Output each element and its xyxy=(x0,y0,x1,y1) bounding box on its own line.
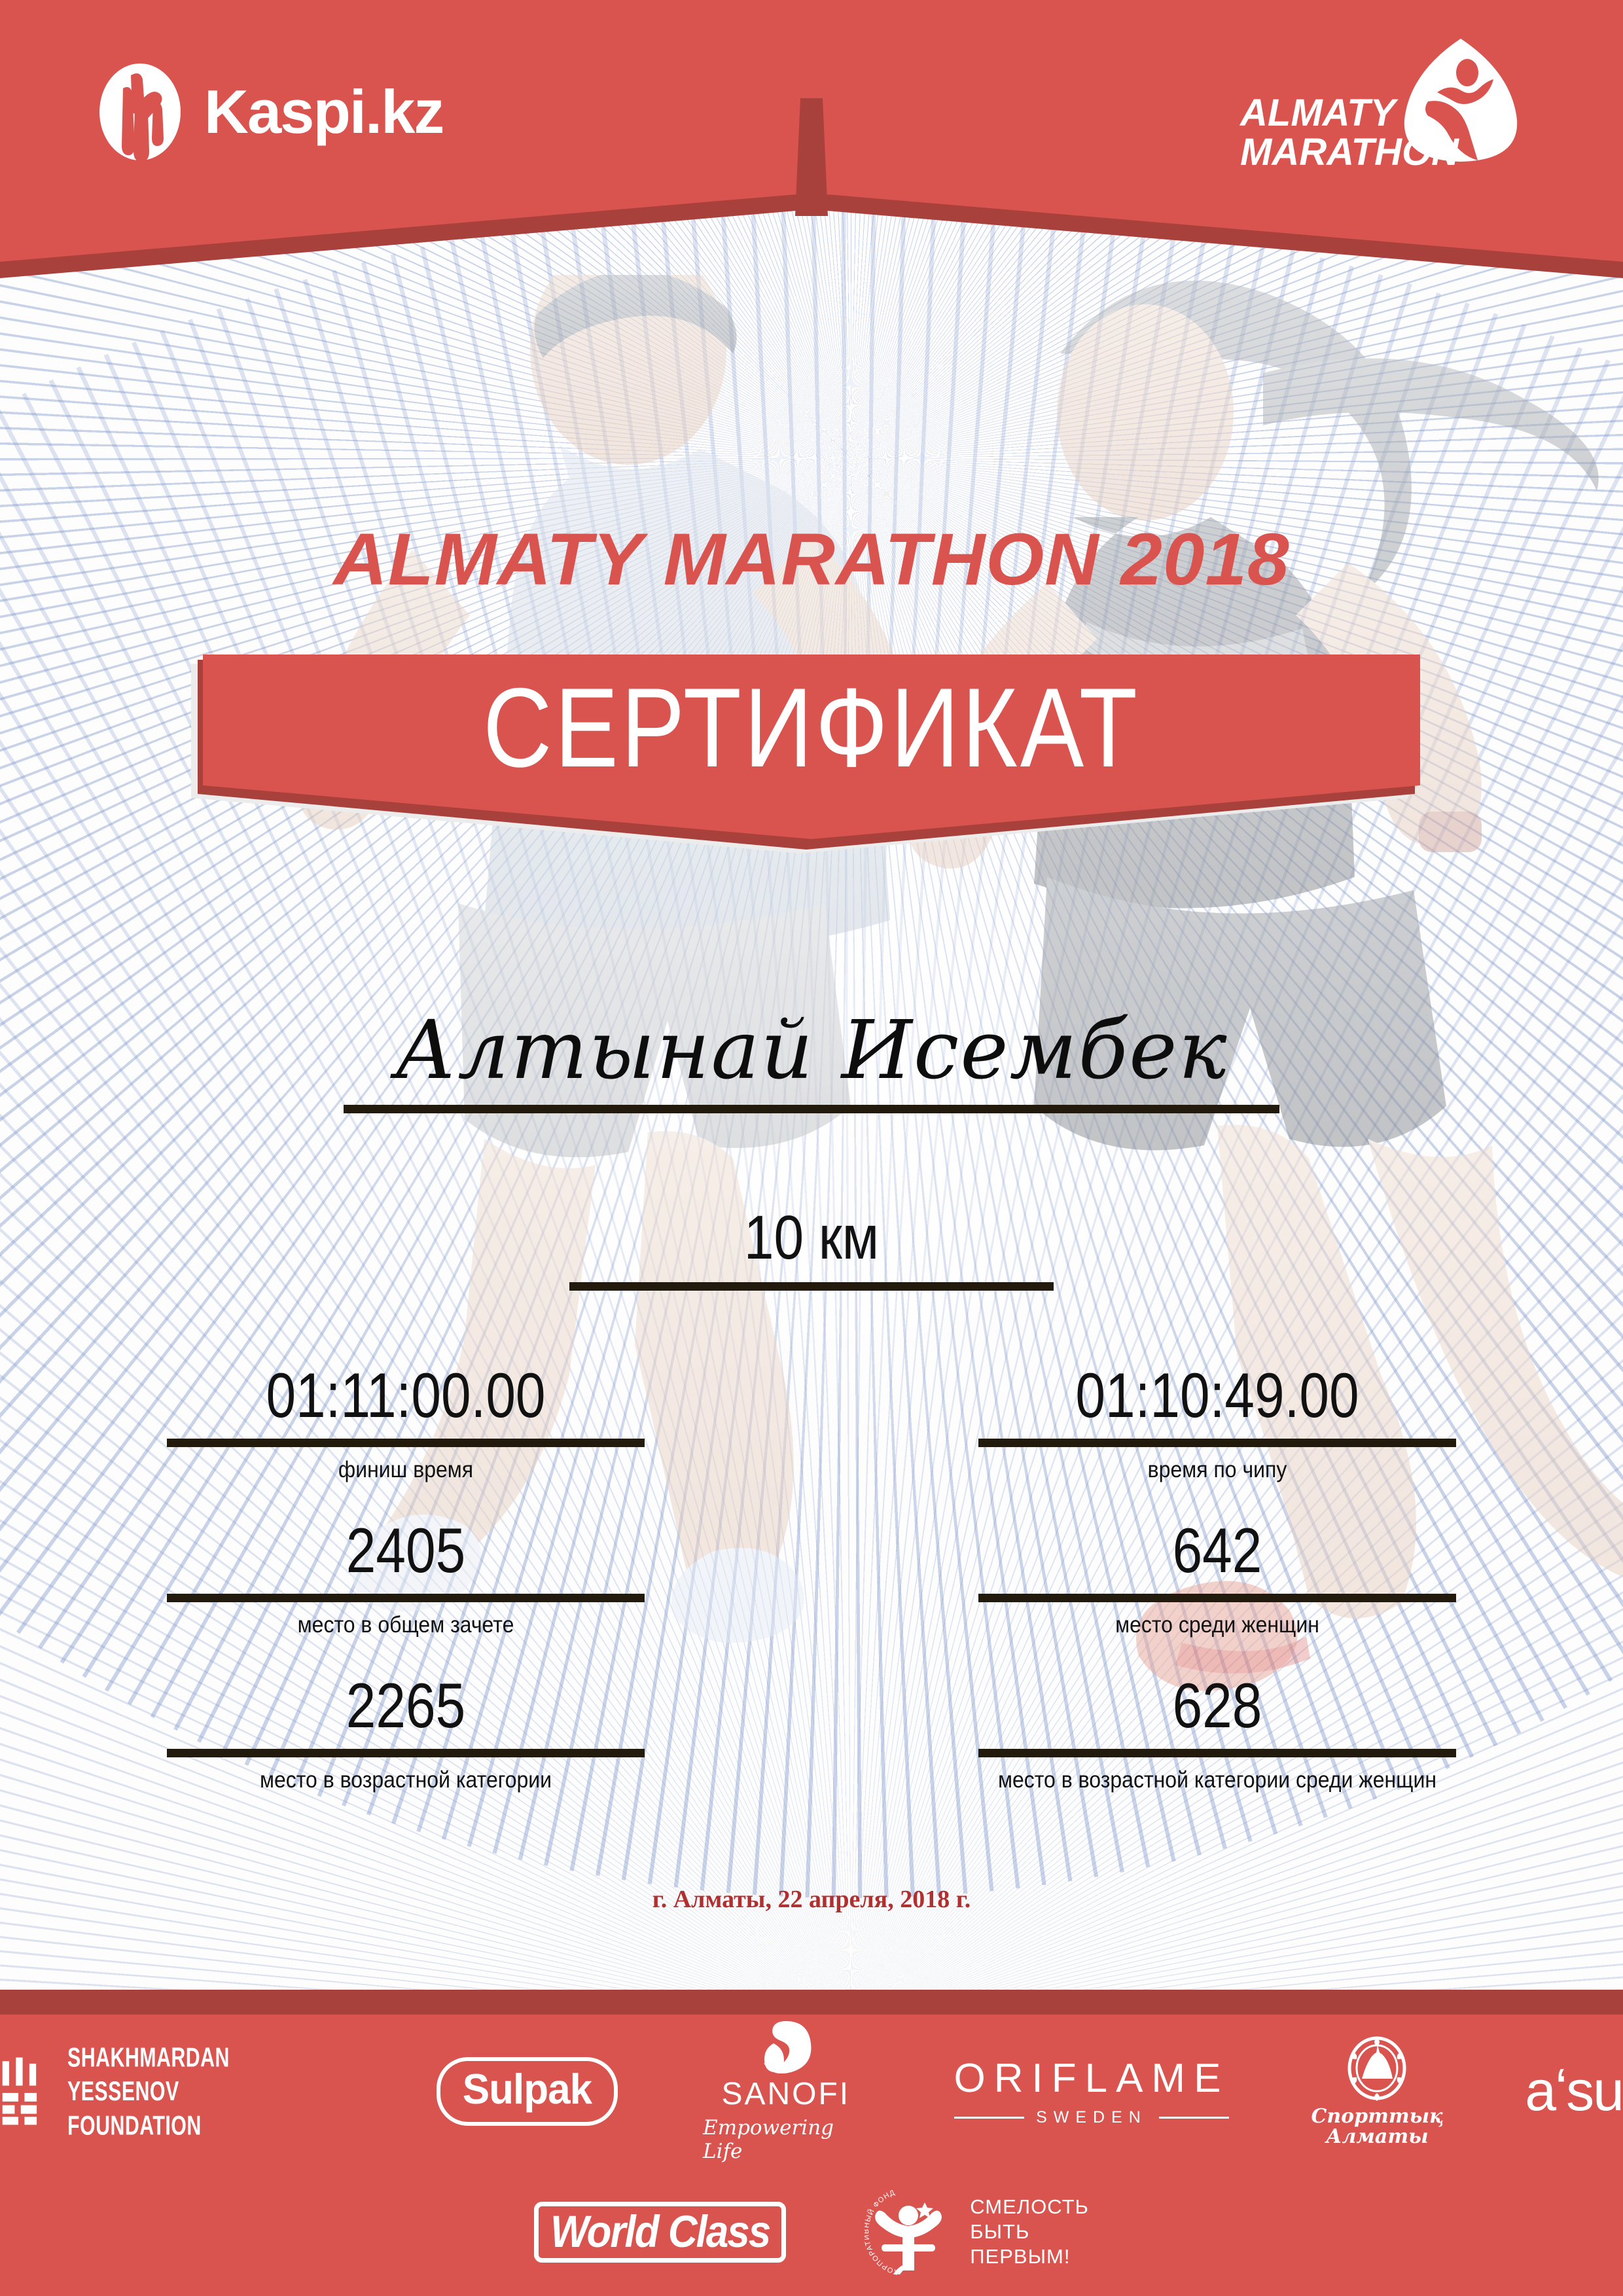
results-row: 2265 место в возрастной категории 628 ме… xyxy=(0,1673,1623,1793)
result-rule xyxy=(978,1594,1456,1603)
sport-almaty-wordmark: Спорттық Алматы xyxy=(1311,2106,1443,2147)
distance-value: 10 км xyxy=(743,1204,880,1272)
yessenov-line1: SHAKHMARDAN YESSENOV xyxy=(67,2042,230,2106)
footer-divider-bar xyxy=(0,1990,1623,2015)
result-women-place: 642 место среди женщин xyxy=(812,1518,1623,1638)
sponsors-footer: SHAKHMARDAN YESSENOV FOUNDATION Sulpak S… xyxy=(0,1990,1623,2296)
oriflame-subline: SWEDEN xyxy=(954,2108,1230,2127)
result-label: место в возрастной категории xyxy=(259,1767,552,1793)
place-and-date: г. Алматы, 22 апреля, 2018 г. xyxy=(652,1886,971,1913)
result-rule xyxy=(978,1749,1456,1758)
header: Kaspi.kz ALMATY MARATHON xyxy=(0,0,1623,353)
results-row: 2405 место в общем зачете 642 место сред… xyxy=(0,1518,1623,1638)
result-label: финиш время xyxy=(338,1456,474,1482)
almaty-marathon-line1: ALMATY xyxy=(1240,92,1396,134)
result-age-group-place: 2265 место в возрастной категории xyxy=(0,1673,812,1793)
yessenov-wordmark: SHAKHMARDAN YESSENOV FOUNDATION xyxy=(67,2041,329,2142)
certificate-label: СЕРТИФИКАТ xyxy=(483,664,1140,791)
participant-name: Алтынай Исембек xyxy=(395,1003,1228,1098)
result-value: 2405 xyxy=(346,1515,466,1587)
event-title: ALMATY MARATHON 2018 xyxy=(333,518,1290,600)
result-label: место в общем зачете xyxy=(297,1611,514,1638)
result-value: 642 xyxy=(1172,1515,1262,1587)
distance-rule xyxy=(569,1282,1054,1291)
yessenov-line2: FOUNDATION xyxy=(67,2109,202,2140)
result-chip-time: 01:10:49.00 время по чипу xyxy=(812,1363,1623,1482)
certificate-banner: СЕРТИФИКАТ xyxy=(191,655,1420,853)
sport-almaty-line1: Спорттық xyxy=(1311,2104,1444,2128)
result-value: 628 xyxy=(1172,1670,1262,1742)
kaspi-logo: Kaspi.kz xyxy=(98,62,444,162)
sponsors-row-secondary: World Class КОРПОРАТИВНЫЙ ФОНД СМЕЛОС xyxy=(0,2186,1623,2278)
sponsors-row-primary: SHAKHMARDAN YESSENOV FOUNDATION Sulpak S… xyxy=(0,2020,1623,2163)
brave-fund-line1: СМЕЛОСТЬ xyxy=(970,2195,1089,2219)
sanofi-wordmark: SANOFI xyxy=(721,2076,851,2111)
sponsor-world-class: World Class xyxy=(534,2201,787,2263)
sport-almaty-emblem-icon xyxy=(1347,2036,1406,2101)
distance-block: 10 км xyxy=(0,1204,1623,1291)
brave-fund-line3: ПЕРВЫМ! xyxy=(970,2244,1071,2268)
result-age-group-women-place: 628 место в возрастной категории среди ж… xyxy=(812,1673,1623,1793)
oriflame-country: SWEDEN xyxy=(1036,2108,1147,2126)
result-rule xyxy=(167,1749,645,1758)
oriflame-rule-left xyxy=(954,2117,1025,2119)
sponsor-oriflame: ORIFLAME SWEDEN xyxy=(954,2055,1230,2127)
sponsor-sulpak: Sulpak xyxy=(436,2056,618,2126)
almaty-marathon-line2: MARATHON xyxy=(1240,131,1459,174)
result-value: 01:10:49.00 xyxy=(1075,1360,1359,1431)
brave-fund-runner-icon: КОРПОРАТИВНЫЙ ФОНД xyxy=(865,2188,942,2276)
participant-name-rule xyxy=(344,1105,1279,1114)
oriflame-rule-right xyxy=(1158,2117,1230,2119)
sponsor-asu: aʻsu xyxy=(1525,2059,1623,2124)
world-class-wordmark: World Class xyxy=(550,2207,771,2257)
oriflame-wordmark: ORIFLAME xyxy=(954,2056,1230,2101)
almaty-marathon-wordmark: ALMATY MARATHON xyxy=(1240,92,1459,174)
results-grid: 01:11:00.00 финиш время 01:10:49.00 врем… xyxy=(0,1363,1623,1833)
sulpak-wordmark: Sulpak xyxy=(462,2065,592,2113)
result-value: 01:11:00.00 xyxy=(266,1360,546,1431)
result-value: 2265 xyxy=(346,1670,466,1742)
sponsor-brave-fund: КОРПОРАТИВНЫЙ ФОНД СМЕЛОСТЬ БЫТЬ ПЕРВЫМ! xyxy=(865,2188,1089,2276)
result-label: время по чипу xyxy=(1147,1456,1287,1482)
sponsor-sport-almaty: Спорттық Алматы xyxy=(1311,2036,1443,2147)
result-rule xyxy=(167,1594,645,1603)
result-overall-place: 2405 место в общем зачете xyxy=(0,1518,812,1638)
sanofi-mark-icon xyxy=(763,2020,812,2073)
kaspi-person-icon xyxy=(99,63,181,162)
result-label: место среди женщин xyxy=(1115,1611,1319,1638)
brave-fund-wordmark: СМЕЛОСТЬ БЫТЬ ПЕРВЫМ! xyxy=(970,2195,1089,2269)
sport-almaty-line2: Алматы xyxy=(1326,2125,1429,2148)
marathon-runner-icon xyxy=(1404,39,1518,162)
result-label: место в возрастной категории среди женщи… xyxy=(997,1767,1437,1793)
header-chevron-notch xyxy=(795,98,828,216)
yessenov-mark-icon xyxy=(2,2057,37,2125)
result-finish-time: 01:11:00.00 финиш время xyxy=(0,1363,812,1482)
sponsor-sanofi: SANOFI Empowering Life xyxy=(703,2020,868,2163)
almaty-marathon-logo: ALMATY MARATHON xyxy=(1240,36,1522,190)
sanofi-tagline: Empowering Life xyxy=(703,2115,834,2163)
participant-name-block: Алтынай Исембек xyxy=(0,1003,1623,1114)
result-rule xyxy=(978,1439,1456,1448)
result-rule xyxy=(167,1439,645,1448)
sponsor-yessenov-foundation: SHAKHMARDAN YESSENOV FOUNDATION xyxy=(0,2042,351,2140)
kaspi-wordmark: Kaspi.kz xyxy=(204,77,444,146)
asu-wordmark: aʻsu xyxy=(1525,2059,1623,2123)
results-row: 01:11:00.00 финиш время 01:10:49.00 врем… xyxy=(0,1363,1623,1482)
brave-fund-line2: БЫТЬ xyxy=(970,2220,1030,2244)
